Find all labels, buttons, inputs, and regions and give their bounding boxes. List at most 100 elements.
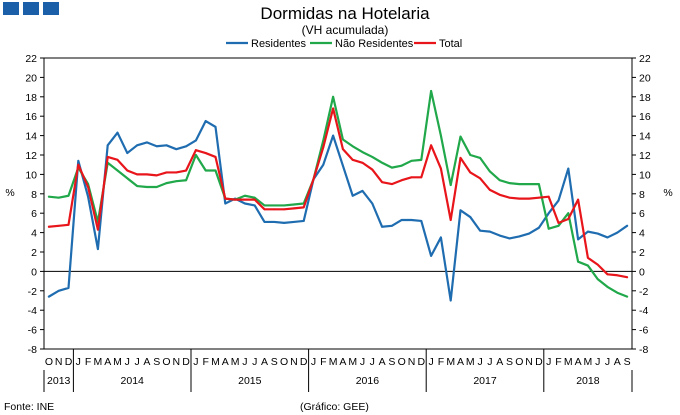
data-point <box>57 224 60 227</box>
data-point <box>420 220 423 222</box>
y-tick-label-left: -4 <box>28 305 37 317</box>
data-point <box>283 204 285 207</box>
data-point <box>557 199 560 202</box>
brand-logo <box>3 2 59 15</box>
data-point <box>391 224 393 227</box>
data-point <box>400 179 403 182</box>
x-tick-label-month: O <box>398 356 406 368</box>
data-point <box>391 166 393 169</box>
data-point <box>224 197 227 200</box>
x-tick-label-month: J <box>428 356 433 368</box>
y-tick-label-right: 8 <box>639 189 645 201</box>
x-tick-label-month: J <box>595 356 600 368</box>
data-point <box>469 154 472 156</box>
data-point <box>596 232 599 235</box>
data-point <box>126 152 129 154</box>
data-point <box>195 139 197 142</box>
data-point <box>459 157 462 159</box>
x-tick-label-year: 2013 <box>47 375 71 387</box>
data-point <box>195 149 197 152</box>
y-tick-label-right: 6 <box>639 208 645 220</box>
x-tick-label-month: A <box>575 356 582 368</box>
data-point <box>253 204 256 207</box>
x-tick-label-month: O <box>515 356 523 368</box>
y-tick-label-right: -8 <box>639 344 648 356</box>
data-point <box>322 163 325 166</box>
x-tick-label-month: M <box>211 356 220 368</box>
data-point <box>175 180 178 183</box>
data-point <box>87 195 89 198</box>
data-point <box>273 221 276 223</box>
data-point <box>273 208 276 211</box>
data-point <box>420 158 423 161</box>
y-tick-label-left: 0 <box>31 266 37 278</box>
data-point <box>587 230 589 233</box>
data-point <box>263 204 266 207</box>
x-tick-label-month: M <box>584 356 593 368</box>
x-tick-label-month: A <box>457 356 464 368</box>
x-tick-label-month: D <box>182 356 190 368</box>
x-tick-label-month: S <box>271 356 278 368</box>
data-point <box>77 159 80 162</box>
data-point <box>400 164 403 167</box>
data-point <box>567 218 570 220</box>
x-tick-label-year: 2015 <box>238 375 262 387</box>
y-tick-label-right: 16 <box>639 111 651 123</box>
x-tick-label-month: N <box>525 356 533 368</box>
x-tick-label-month: S <box>388 356 395 368</box>
y-tick-label-right: 12 <box>639 150 651 162</box>
data-point <box>528 232 530 235</box>
x-tick-label-month: D <box>418 356 426 368</box>
x-tick-label-month: M <box>446 356 455 368</box>
data-point <box>351 194 354 197</box>
series-line-total <box>47 107 629 279</box>
data-point <box>312 178 315 181</box>
data-point <box>57 196 60 199</box>
y-tick-label-right: 4 <box>639 228 645 240</box>
data-point <box>616 274 619 277</box>
data-point <box>440 236 442 239</box>
data-point <box>381 225 383 228</box>
data-point <box>479 157 481 159</box>
x-tick-label-month: J <box>134 356 139 368</box>
data-point <box>538 226 540 229</box>
x-tick-label-month: J <box>370 356 375 368</box>
y-tick-label-left: 14 <box>25 131 37 143</box>
y-tick-label-left: 6 <box>31 208 37 220</box>
data-point <box>263 208 266 211</box>
data-point <box>489 189 491 191</box>
x-tick-label-month: M <box>348 356 357 368</box>
legend-label: Residentes <box>251 38 307 50</box>
x-tick-label-month: A <box>614 356 621 368</box>
y-tick-label-right: 2 <box>639 247 645 259</box>
data-point <box>547 195 550 198</box>
x-tick-label-year: 2018 <box>576 375 600 387</box>
data-point <box>410 159 413 162</box>
data-point <box>626 224 628 227</box>
data-point <box>469 216 472 218</box>
data-point <box>528 197 530 200</box>
data-point <box>430 90 432 92</box>
data-point <box>136 185 139 187</box>
plot-frame <box>43 57 633 350</box>
data-point <box>332 95 334 98</box>
y-tick-label-left: 22 <box>25 53 37 65</box>
x-tick-label-month: F <box>555 356 561 368</box>
data-point <box>440 134 442 137</box>
data-point <box>57 289 60 292</box>
data-point <box>606 273 609 276</box>
data-point <box>538 183 540 186</box>
data-point <box>577 238 579 241</box>
data-point <box>400 219 403 221</box>
data-point <box>244 202 246 205</box>
data-point <box>185 179 188 182</box>
x-tick-label-month: J <box>242 356 247 368</box>
y-tick-label-right: 22 <box>639 53 651 65</box>
data-point <box>626 276 628 279</box>
y-axis-label-left: % <box>5 187 14 199</box>
y-tick-label-right: 20 <box>639 72 651 84</box>
x-tick-label-month: A <box>261 356 268 368</box>
data-point <box>557 224 560 227</box>
x-tick-label-month: J <box>477 356 482 368</box>
data-point <box>547 212 550 215</box>
